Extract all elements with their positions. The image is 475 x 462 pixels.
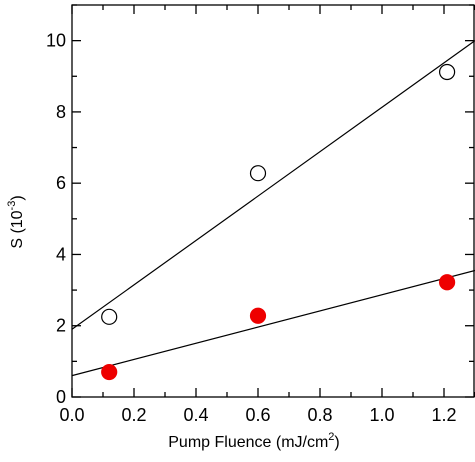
- x-tick-label: 1.2: [431, 405, 456, 425]
- fit-line-1: [71, 40, 475, 330]
- y-tick-label: 10: [46, 31, 66, 51]
- data-points: [101, 63, 456, 381]
- x-tick-label: 0.2: [121, 405, 146, 425]
- y-tick-label: 6: [56, 173, 66, 193]
- x-tick-label: 0.8: [307, 405, 332, 425]
- y-tick-label: 8: [56, 102, 66, 122]
- y-tick-label: 0: [56, 387, 66, 407]
- open-point: [249, 165, 267, 182]
- open-point: [439, 63, 456, 81]
- filled-point: [101, 363, 118, 381]
- open-point: [101, 308, 118, 325]
- x-tick-label: 1.0: [369, 405, 394, 425]
- y-tick-label: 4: [56, 244, 66, 264]
- axes: [71, 4, 475, 398]
- plot-frame: [71, 4, 475, 398]
- y-axis-title: S (10-3): [6, 195, 26, 248]
- x-tick-label: 0.4: [183, 405, 208, 425]
- fit-line-2: [71, 269, 475, 377]
- filled-point: [439, 274, 456, 291]
- y-tick-label: 2: [56, 316, 66, 336]
- x-axis-title: Pump Fluence (mJ/cm2): [168, 431, 340, 451]
- fit-lines: [71, 40, 475, 377]
- x-tick-label: 0.0: [59, 405, 84, 425]
- x-tick-label: 0.6: [245, 405, 270, 425]
- tick-labels: 0.0 0.2 0.4 0.6 0.8 1.0 1.2 0 2 4 6 8 10: [46, 31, 457, 425]
- filled-point: [249, 307, 267, 324]
